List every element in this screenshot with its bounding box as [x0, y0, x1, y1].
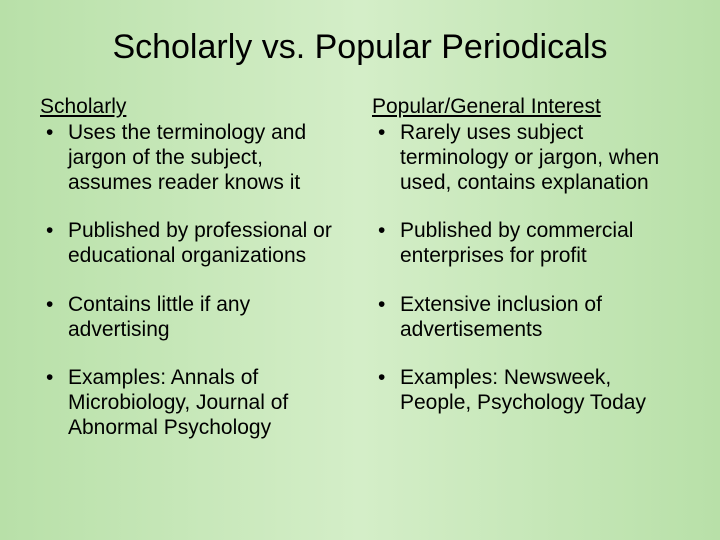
- list-item: Rarely uses subject terminology or jargo…: [372, 121, 680, 195]
- left-heading: Scholarly: [40, 95, 348, 119]
- columns-container: Scholarly Uses the terminology and jargo…: [40, 95, 680, 465]
- left-column: Scholarly Uses the terminology and jargo…: [40, 95, 348, 465]
- slide: Scholarly vs. Popular Periodicals Schola…: [0, 0, 720, 540]
- list-item: Examples: Newsweek, People, Psychology T…: [372, 366, 680, 416]
- list-item: Published by commercial enterprises for …: [372, 219, 680, 269]
- list-item: Published by professional or educational…: [40, 219, 348, 269]
- list-item: Examples: Annals of Microbiology, Journa…: [40, 366, 348, 440]
- right-bullets: Rarely uses subject terminology or jargo…: [372, 121, 680, 416]
- list-item: Extensive inclusion of advertisements: [372, 293, 680, 343]
- right-column: Popular/General Interest Rarely uses sub…: [372, 95, 680, 465]
- list-item: Contains little if any advertising: [40, 293, 348, 343]
- slide-title: Scholarly vs. Popular Periodicals: [40, 28, 680, 67]
- left-bullets: Uses the terminology and jargon of the s…: [40, 121, 348, 441]
- right-heading: Popular/General Interest: [372, 95, 680, 119]
- list-item: Uses the terminology and jargon of the s…: [40, 121, 348, 195]
